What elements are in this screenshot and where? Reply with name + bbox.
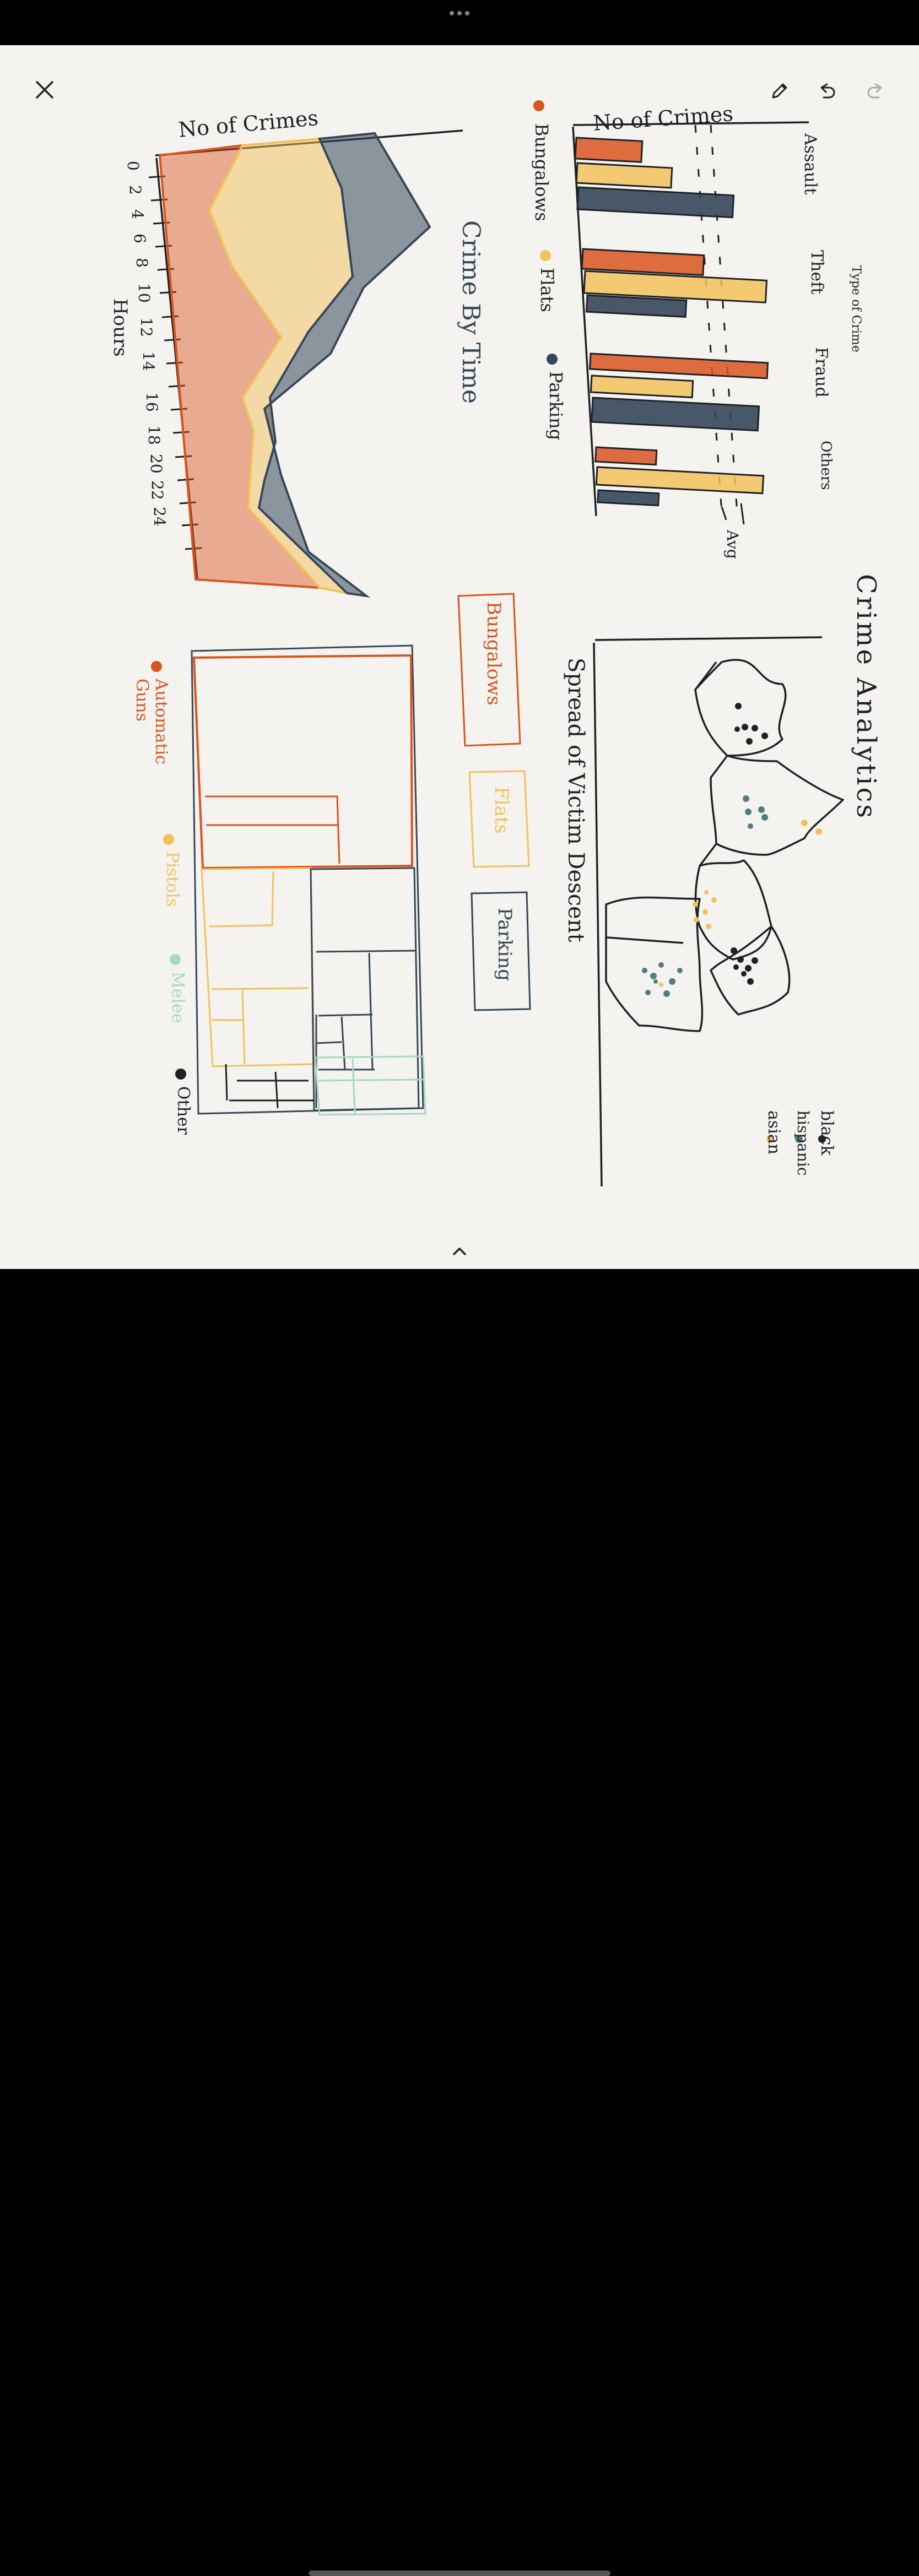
tick-label: 12 bbox=[137, 317, 155, 337]
tick-label: 4 bbox=[128, 209, 147, 219]
bar-group-theft bbox=[581, 248, 768, 318]
tick-label: 22 bbox=[148, 480, 166, 500]
tick-label: 0 bbox=[124, 161, 142, 171]
map-title: Spread of Victim Descent bbox=[563, 658, 588, 942]
chevron-up-icon bbox=[453, 1248, 466, 1255]
pen-tool-button[interactable] bbox=[766, 77, 793, 105]
treemap-legend-other: Other bbox=[174, 1086, 193, 1135]
tick-label: 8 bbox=[133, 258, 151, 268]
tick-label: 2 bbox=[126, 185, 144, 195]
filter-flats[interactable]: Flats bbox=[490, 787, 512, 834]
close-icon bbox=[36, 81, 53, 99]
bar-category-theft: Theft bbox=[807, 250, 826, 295]
close-button[interactable] bbox=[31, 76, 58, 104]
bar-legend-flats: Flats bbox=[537, 268, 558, 312]
redo-button[interactable] bbox=[862, 77, 889, 105]
area-chart-xlabel: Hours bbox=[109, 299, 131, 357]
bar-group-others bbox=[594, 446, 765, 507]
filter-bungalows[interactable]: Bungalows bbox=[483, 601, 505, 706]
undo-icon bbox=[820, 83, 835, 99]
treemap-legend-pistols: Pistols bbox=[163, 852, 182, 907]
more-icon[interactable] bbox=[448, 9, 471, 17]
bottom-bar bbox=[0, 1269, 919, 2576]
bar-category-others: Others bbox=[818, 441, 834, 490]
tick-label: 10 bbox=[135, 283, 153, 303]
avg-label: Avg bbox=[723, 530, 742, 559]
tick-label: 24 bbox=[150, 507, 169, 527]
bar-category-fraud: Fraud bbox=[812, 347, 831, 398]
sketch-title: Crime Analytics bbox=[851, 574, 882, 821]
filter-parking[interactable]: Parking bbox=[494, 908, 516, 981]
tick-label: 6 bbox=[131, 234, 149, 243]
map-legend-hispanic: hispanic bbox=[794, 1110, 812, 1176]
redo-icon bbox=[867, 83, 882, 99]
undo-button[interactable] bbox=[813, 77, 841, 105]
treemap-legend-automatic-guns: Automatic Guns bbox=[132, 679, 171, 764]
treemap-legend-melee: Melee bbox=[168, 972, 187, 1023]
expand-button[interactable] bbox=[446, 1237, 473, 1265]
sketch-drawing bbox=[148, 100, 844, 1187]
home-indicator[interactable] bbox=[309, 2570, 610, 2576]
tick-label: 14 bbox=[139, 351, 158, 371]
area-chart-title: Crime By Time bbox=[457, 220, 485, 404]
bar-group-assault bbox=[574, 137, 735, 219]
pencil-icon bbox=[772, 83, 787, 99]
tick-label: 18 bbox=[145, 425, 163, 445]
bar-chart-group-title: Type of Crime bbox=[849, 265, 863, 352]
drawing-canvas[interactable]: Crime Analytics No of Crimes Type of Cri… bbox=[0, 45, 919, 1269]
tick-label: 20 bbox=[147, 454, 165, 474]
bar-group-fraud bbox=[588, 352, 769, 432]
bar-category-assault: Assault bbox=[801, 133, 820, 195]
bar-legend-parking: Parking bbox=[545, 371, 566, 441]
tick-label: 16 bbox=[143, 392, 161, 412]
map-legend-black: black bbox=[817, 1110, 836, 1156]
map-legend-asian: asian bbox=[764, 1110, 783, 1155]
top-bar bbox=[0, 0, 919, 45]
bar-legend-bungalows: Bungalows bbox=[531, 123, 552, 221]
